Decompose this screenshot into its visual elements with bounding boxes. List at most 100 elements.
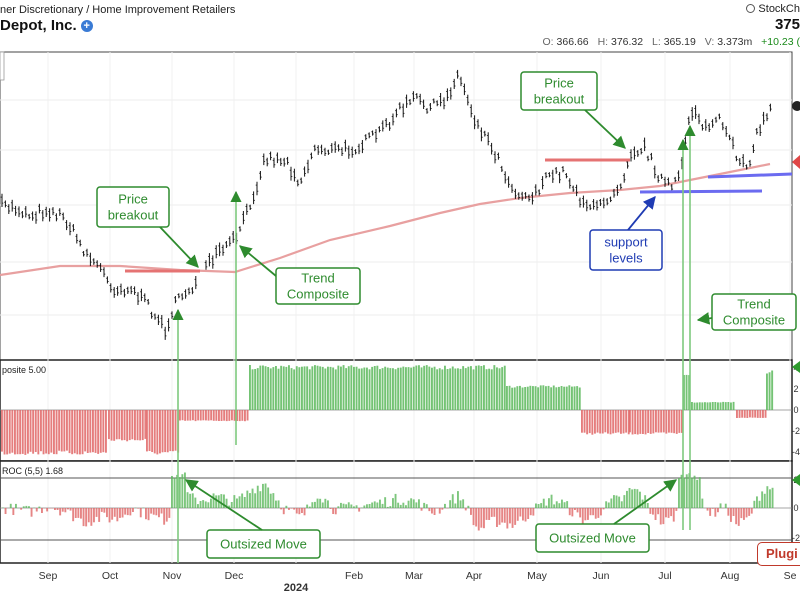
tc-bar xyxy=(730,402,732,410)
tc-bar xyxy=(410,367,413,410)
tc-bar xyxy=(55,410,58,455)
roc-bar xyxy=(202,500,205,508)
tc-bar xyxy=(542,385,545,410)
roc-bar xyxy=(30,508,33,517)
tc-bar xyxy=(306,366,309,410)
tc-bar xyxy=(483,365,485,410)
tc-bar xyxy=(762,410,764,418)
tc-y-tick: 0 xyxy=(793,405,798,415)
tc-bar xyxy=(267,367,270,410)
roc-bar xyxy=(758,500,761,508)
tc-bar xyxy=(524,387,527,410)
trend-composite-label-1-text: Composite xyxy=(287,287,349,302)
roc-bar xyxy=(727,508,730,516)
roc-bar xyxy=(672,508,675,522)
roc-bar xyxy=(137,508,140,509)
tc-bar xyxy=(241,410,244,421)
roc-bar xyxy=(389,506,392,508)
chart-scroll-handle[interactable] xyxy=(0,51,5,81)
roc-bar xyxy=(334,508,337,515)
low-value: 365.19 xyxy=(663,36,696,48)
roc-bar xyxy=(147,508,150,521)
tc-bar xyxy=(662,410,665,433)
roc-bar xyxy=(345,504,348,508)
roc-bar xyxy=(4,508,7,514)
roc-bar xyxy=(550,494,553,508)
tc-bar xyxy=(472,369,475,410)
tc-bar xyxy=(81,410,84,455)
tc-bar xyxy=(360,368,363,410)
roc-bar xyxy=(579,508,582,518)
roc-bar xyxy=(750,508,753,514)
x-tick-label: Dec xyxy=(225,570,244,582)
trend-composite-label-2-text: Composite xyxy=(723,313,785,328)
tc-bar xyxy=(169,410,172,452)
roc-bar xyxy=(129,508,132,516)
roc-bar xyxy=(506,508,509,529)
x-tick-label: Nov xyxy=(163,570,182,582)
tc-bar xyxy=(397,367,400,410)
roc-bar xyxy=(678,478,680,508)
roc-bar xyxy=(163,508,166,525)
roc-bar xyxy=(561,499,563,508)
tc-y-tick: -2 xyxy=(792,426,800,436)
tc-bar xyxy=(558,386,560,410)
tc-bar xyxy=(215,410,218,421)
add-symbol-icon[interactable]: + xyxy=(80,20,93,32)
roc-bar xyxy=(607,502,610,508)
roc-bar xyxy=(633,488,636,508)
roc-bar xyxy=(735,508,738,525)
roc-bar xyxy=(319,498,322,508)
tc-bar xyxy=(428,366,431,410)
roc-bar xyxy=(766,486,769,508)
ohlc-readout: O: 366.66 H: 376.32 L: 365.19 V: 3.373m … xyxy=(537,36,800,48)
roc-bar xyxy=(415,502,418,508)
tc-bar xyxy=(631,410,634,435)
tc-bar xyxy=(249,365,251,410)
roc-bar xyxy=(514,508,517,525)
roc-bar xyxy=(230,502,233,508)
roc-bar xyxy=(355,505,358,508)
open-value: 366.66 xyxy=(556,36,589,48)
roc-bar xyxy=(386,506,389,508)
roc-bar xyxy=(654,508,657,520)
roc-bar xyxy=(498,508,501,525)
roc-bar xyxy=(98,508,101,522)
roc-bar xyxy=(509,508,511,524)
tc-bar xyxy=(199,410,202,421)
tc-bar xyxy=(71,410,74,455)
tc-bar xyxy=(449,368,452,410)
tc-bar xyxy=(485,369,488,410)
roc-bar xyxy=(72,508,75,522)
roc-bar xyxy=(402,502,405,508)
roc-bar xyxy=(449,500,452,508)
support-levels-label-text: levels xyxy=(609,251,643,266)
tc-bar xyxy=(506,386,508,410)
roc-bar xyxy=(470,508,472,515)
company-name-text: Depot, Inc. xyxy=(0,17,77,34)
tc-bar xyxy=(599,410,602,434)
price-breakout-label-2-text: Price xyxy=(544,76,574,91)
tc-bar xyxy=(126,410,129,442)
tc-bar xyxy=(581,410,583,433)
roc-bar xyxy=(555,501,558,508)
roc-bar xyxy=(407,500,410,508)
tc-bar xyxy=(741,410,744,418)
tc-bar xyxy=(118,410,121,440)
brand-text: StockCh xyxy=(758,3,800,15)
roc-bar xyxy=(285,505,288,508)
tc-bar xyxy=(277,368,280,410)
roc-bar xyxy=(587,508,589,520)
tc-bar xyxy=(736,410,738,418)
roc-bar xyxy=(220,494,223,508)
roc-bar xyxy=(670,508,673,517)
tc-bar xyxy=(617,410,620,433)
roc-bar xyxy=(496,508,498,527)
tc-bar xyxy=(347,366,350,410)
tc-bar xyxy=(423,365,426,410)
tc-bar xyxy=(627,410,630,435)
roc-bar xyxy=(730,508,732,522)
tc-bar xyxy=(42,410,45,455)
plugin-badge[interactable]: Plugi xyxy=(757,542,800,566)
tc-bar xyxy=(407,367,410,410)
